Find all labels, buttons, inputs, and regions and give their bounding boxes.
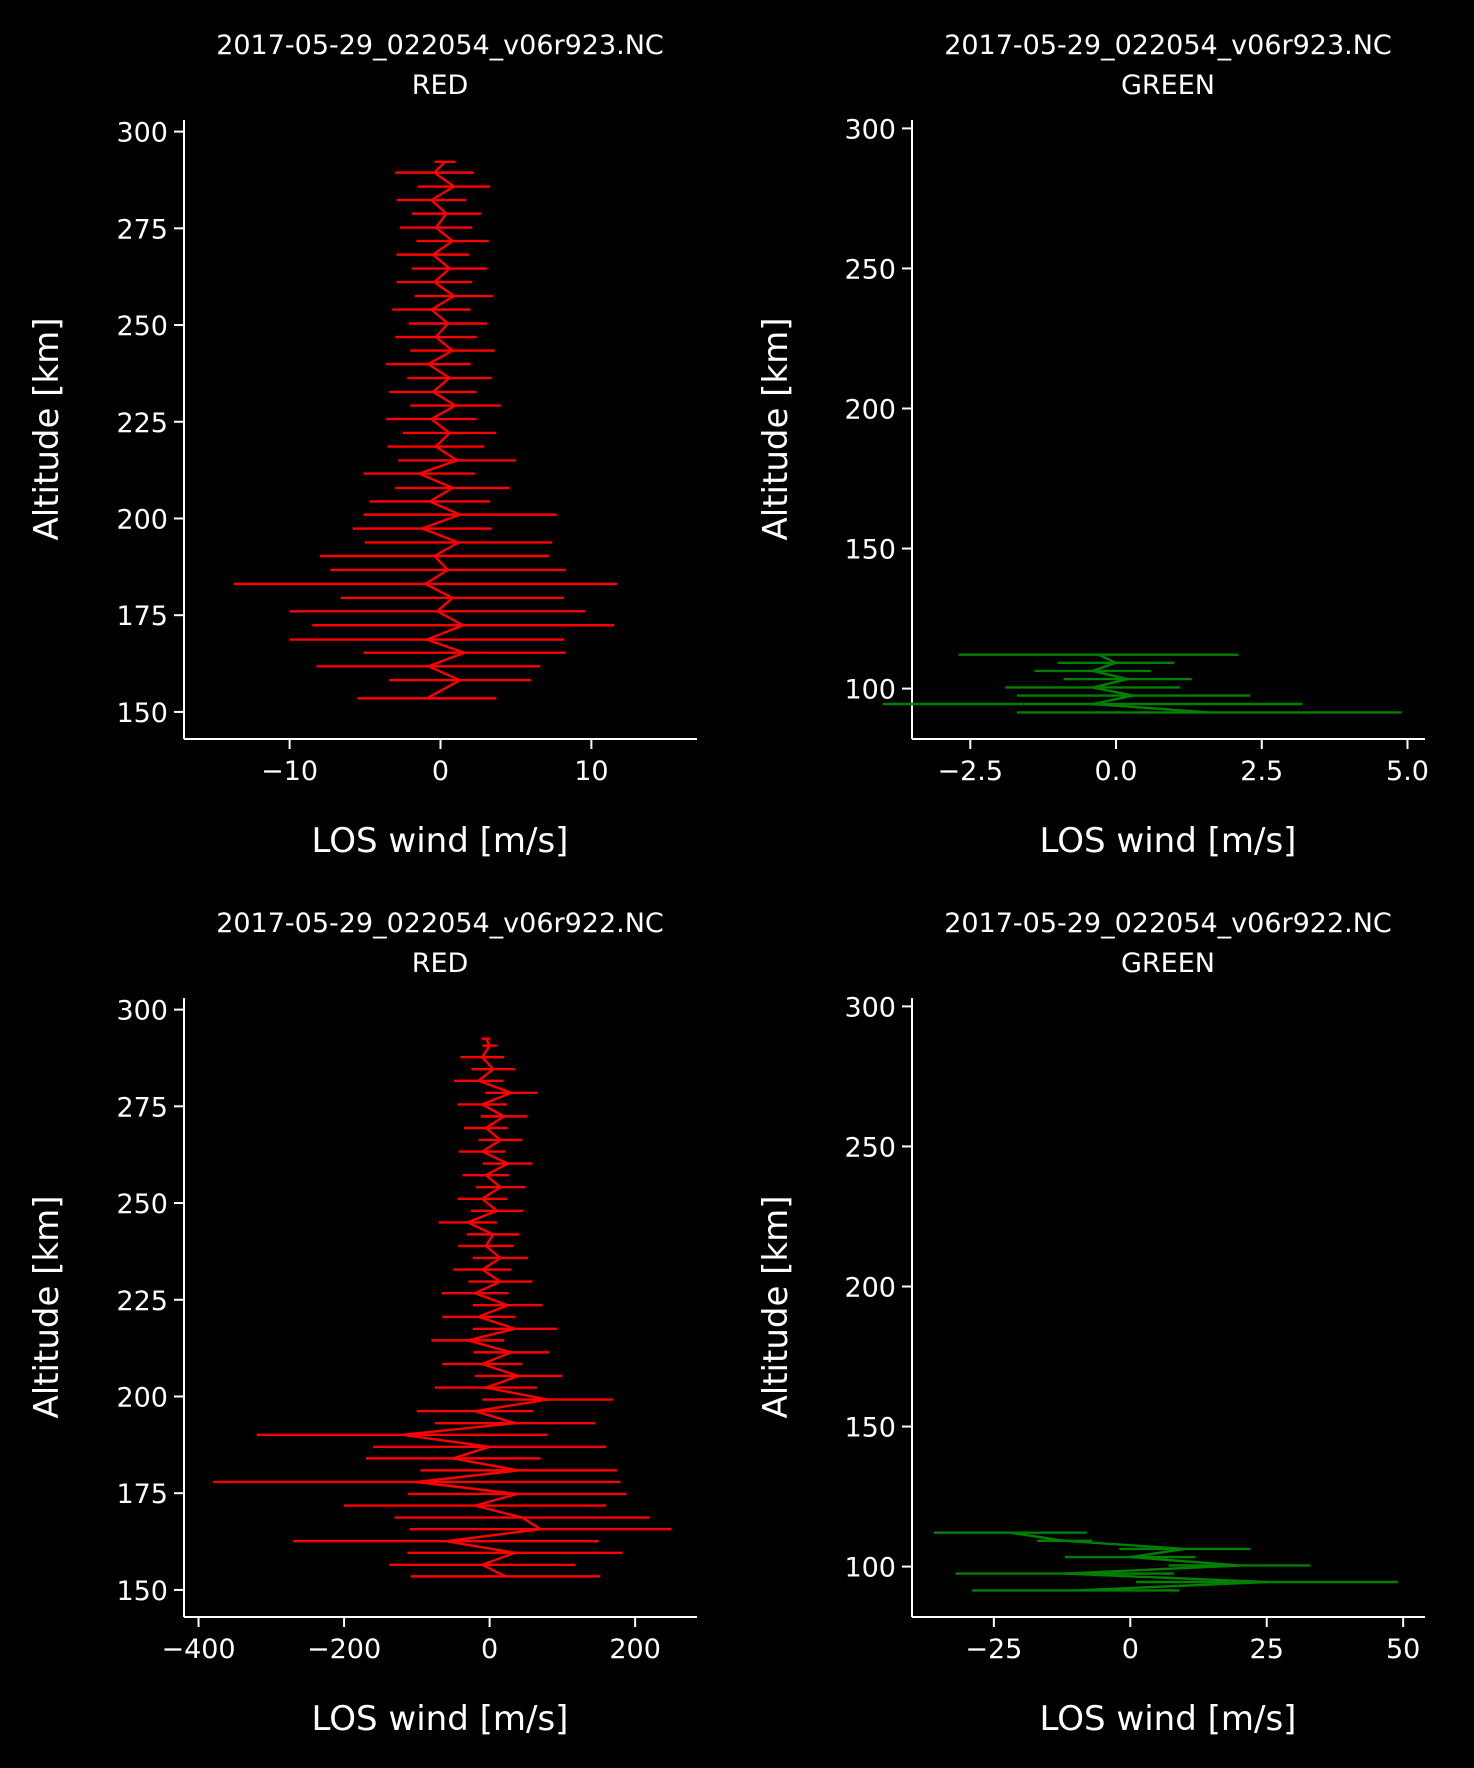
y-tick-label: 275: [116, 214, 168, 245]
y-tick-label: 300: [844, 992, 896, 1023]
y-tick-label: 150: [844, 535, 896, 566]
y-tick-label: 300: [116, 996, 168, 1027]
x-tick-label: −200: [307, 1634, 381, 1665]
y-tick-label: 150: [116, 1576, 168, 1607]
x-axis-label: LOS wind [m/s]: [1040, 821, 1297, 861]
y-tick-label: 225: [116, 408, 168, 439]
panel-title: 2017-05-29_022054_v06r923.NC: [216, 30, 664, 61]
x-axis-label: LOS wind [m/s]: [1040, 1699, 1297, 1739]
panel-red-v06r923: 2017-05-29_022054_v06r923.NC RED 150 175 2…: [27, 30, 697, 861]
x-tick-label: 50: [1386, 1634, 1420, 1665]
panel-red-v06r922: 2017-05-29_022054_v06r922.NC RED 150 175 2…: [27, 908, 697, 1739]
y-tick-label: 175: [116, 601, 168, 632]
x-tick-label: 0.0: [1095, 756, 1138, 787]
panel-subtitle: RED: [412, 948, 469, 979]
panel-subtitle: RED: [412, 70, 469, 101]
plot-area: 100 150 200 250 300 −2.5 0.0 2.5 5.0: [844, 114, 1429, 787]
plot-area: 150 175 200 225 250 275 300 −400 −200 0 200: [116, 996, 697, 1665]
y-axis-label: Altitude [km]: [27, 1195, 67, 1418]
panel-title: 2017-05-29_022054_v06r922.NC: [944, 908, 1392, 939]
y-tick-label: 150: [116, 698, 168, 729]
x-tick-label: 0: [481, 1634, 498, 1665]
panel-subtitle: GREEN: [1121, 70, 1215, 101]
y-tick-label: 300: [844, 114, 896, 145]
y-axis-label: Altitude [km]: [27, 317, 67, 540]
x-tick-label: 2.5: [1240, 756, 1283, 787]
y-tick-label: 250: [844, 1132, 896, 1163]
x-axis-label: LOS wind [m/s]: [312, 821, 569, 861]
y-tick-label: 200: [844, 394, 896, 425]
y-tick-label: 100: [844, 675, 896, 706]
y-tick-label: 200: [844, 1272, 896, 1303]
y-tick-label: 250: [844, 254, 896, 285]
plot-area: 100 150 200 250 300 −25 0 25 50: [844, 992, 1425, 1665]
y-tick-label: 200: [116, 504, 168, 535]
x-tick-label: −2.5: [938, 756, 1004, 787]
wind-profile-line: [401, 1038, 549, 1578]
y-tick-label: 200: [116, 1382, 168, 1413]
y-axis-label: Altitude [km]: [756, 1195, 796, 1418]
y-tick-label: 250: [116, 311, 168, 342]
panel-title: 2017-05-29_022054_v06r922.NC: [216, 908, 664, 939]
wind-profile-line: [1010, 1531, 1268, 1592]
y-axis-label: Altitude [km]: [756, 317, 796, 540]
x-tick-label: 0: [1122, 1634, 1139, 1665]
wind-profile-line: [418, 160, 466, 700]
x-tick-label: 0: [432, 756, 449, 787]
y-tick-label: 275: [116, 1092, 168, 1123]
panel-title: 2017-05-29_022054_v06r923.NC: [944, 30, 1392, 61]
y-tick-label: 250: [116, 1189, 168, 1220]
y-tick-label: 100: [844, 1553, 896, 1584]
x-tick-label: 25: [1250, 1634, 1284, 1665]
x-tick-label: 200: [609, 1634, 661, 1665]
plot-area: 150 175 200 225 250 275 300 −10 0 10: [116, 118, 697, 787]
wind-profile-line: [1091, 653, 1210, 714]
y-tick-label: 150: [844, 1413, 896, 1444]
x-tick-label: −10: [261, 756, 318, 787]
y-tick-label: 300: [116, 118, 168, 149]
x-tick-label: 5.0: [1386, 756, 1429, 787]
panel-subtitle: GREEN: [1121, 948, 1215, 979]
y-tick-label: 225: [116, 1286, 168, 1317]
x-tick-label: −400: [161, 1634, 235, 1665]
panel-green-v06r923: 2017-05-29_022054_v06r923.NC GREEN 100 15…: [756, 30, 1429, 861]
x-axis-label: LOS wind [m/s]: [312, 1699, 569, 1739]
panel-green-v06r922: 2017-05-29_022054_v06r922.NC GREEN 100 15…: [756, 908, 1425, 1739]
x-tick-label: −25: [965, 1634, 1022, 1665]
x-tick-label: 10: [574, 756, 608, 787]
y-tick-label: 175: [116, 1479, 168, 1510]
